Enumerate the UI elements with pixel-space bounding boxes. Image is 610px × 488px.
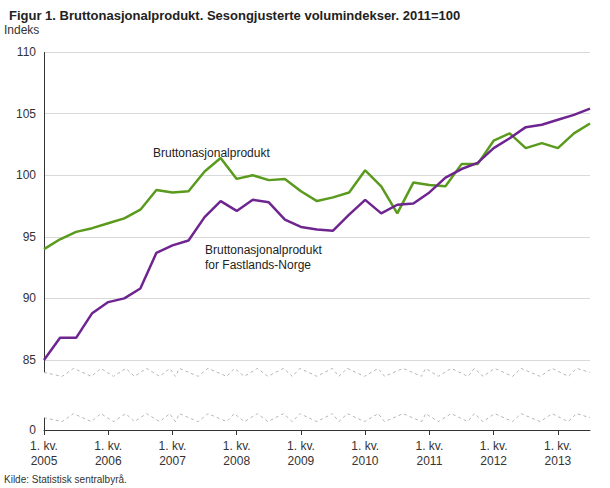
svg-text:85: 85 (23, 353, 37, 367)
svg-text:Bruttonasjonalprodukt: Bruttonasjonalprodukt (153, 146, 270, 160)
svg-text:2005: 2005 (31, 454, 58, 468)
svg-text:Kilde: Statistisk sentralbyrå.: Kilde: Statistisk sentralbyrå. (4, 474, 127, 485)
svg-text:105: 105 (16, 107, 36, 121)
svg-text:Bruttonasjonalprodukt: Bruttonasjonalprodukt (205, 243, 322, 257)
svg-text:2013: 2013 (545, 454, 572, 468)
svg-text:2012: 2012 (480, 454, 507, 468)
svg-text:1. kv.: 1. kv. (159, 439, 187, 453)
svg-text:2010: 2010 (352, 454, 379, 468)
svg-text:100: 100 (16, 168, 36, 182)
svg-text:2006: 2006 (95, 454, 122, 468)
svg-text:1. kv.: 1. kv. (30, 439, 58, 453)
svg-text:1. kv.: 1. kv. (351, 439, 379, 453)
svg-text:2008: 2008 (223, 454, 250, 468)
svg-text:2009: 2009 (288, 454, 315, 468)
svg-text:1. kv.: 1. kv. (480, 439, 508, 453)
svg-text:1. kv.: 1. kv. (223, 439, 251, 453)
svg-text:110: 110 (17, 45, 36, 59)
svg-text:2007: 2007 (159, 454, 186, 468)
svg-text:1. kv.: 1. kv. (94, 439, 122, 453)
svg-text:Indeks: Indeks (4, 23, 39, 37)
svg-text:2011: 2011 (417, 454, 443, 468)
svg-text:1. kv.: 1. kv. (287, 439, 315, 453)
svg-text:1. kv.: 1. kv. (544, 439, 572, 453)
svg-text:95: 95 (23, 230, 37, 244)
svg-text:1. kv.: 1. kv. (416, 439, 444, 453)
svg-text:for Fastlands-Norge: for Fastlands-Norge (205, 258, 311, 272)
svg-text:0: 0 (29, 423, 36, 437)
svg-text:Figur 1. Bruttonasjonalprodukt: Figur 1. Bruttonasjonalprodukt. Sesongju… (9, 8, 460, 23)
svg-text:90: 90 (23, 291, 37, 305)
